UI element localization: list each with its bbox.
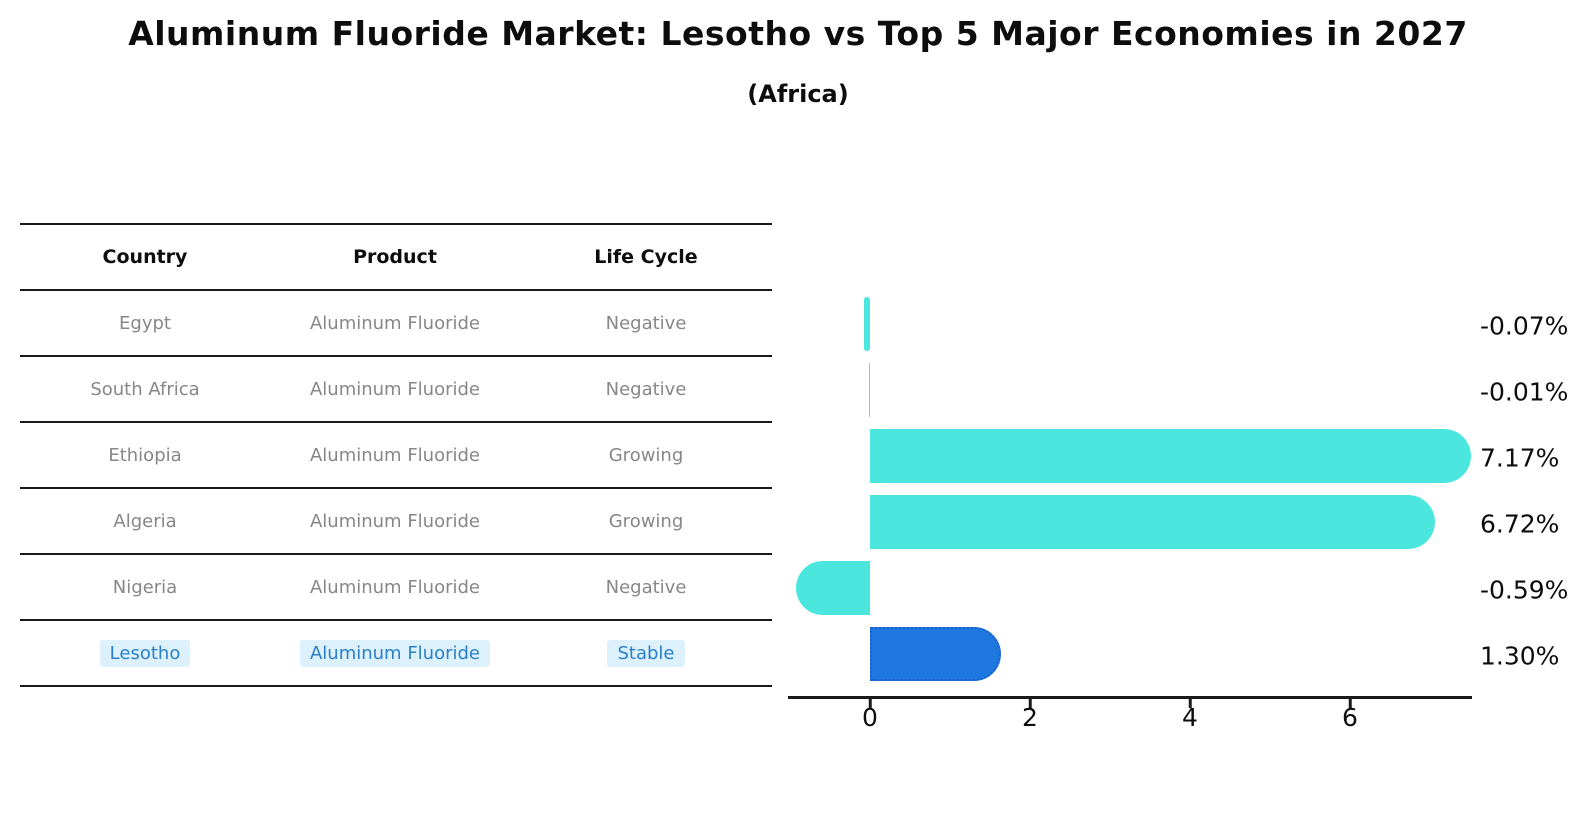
table-row: Lesotho Aluminum Fluoride Stable — [20, 619, 772, 685]
cell-country: South Africa — [90, 378, 200, 400]
table-row: South Africa Aluminum Fluoride Negative — [20, 355, 772, 421]
value-label-south-africa: -0.01% — [1480, 377, 1569, 407]
chart-subtitle: (Africa) — [747, 80, 849, 108]
value-label-ethiopia: 7.17% — [1480, 443, 1560, 473]
value-label-lesotho: 1.30% — [1480, 641, 1560, 671]
column-header-country: Country — [102, 246, 188, 268]
bar-lesotho — [870, 627, 1001, 681]
bar-ethiopia — [870, 429, 1471, 483]
value-label-egypt: -0.07% — [1480, 311, 1569, 341]
cell-product: Aluminum Fluoride — [309, 510, 480, 532]
column-header-life-cycle: Life Cycle — [594, 246, 698, 268]
cell-life-cycle: Growing — [608, 510, 684, 532]
cell-product: Aluminum Fluoride — [309, 378, 480, 400]
table-row: Egypt Aluminum Fluoride Negative — [20, 289, 772, 355]
table-header-row: Country Product Life Cycle — [20, 223, 772, 289]
cell-country: Egypt — [119, 312, 171, 334]
cell-life-cycle: Negative — [605, 576, 687, 598]
cell-country: Lesotho — [20, 639, 270, 667]
cell-life-cycle: Stable — [520, 639, 772, 667]
x-tick-mark — [1028, 699, 1032, 708]
cell-product: Aluminum Fluoride — [309, 576, 480, 598]
cell-country: Nigeria — [112, 576, 178, 598]
cell-life-cycle: Negative — [605, 312, 687, 334]
table-body: Egypt Aluminum Fluoride Negative South A… — [20, 289, 772, 685]
cell-product: Aluminum Fluoride — [270, 639, 520, 667]
table-row: Nigeria Aluminum Fluoride Negative — [20, 553, 772, 619]
bar-algeria — [870, 495, 1435, 549]
country-table: Country Product Life Cycle Egypt Aluminu… — [20, 223, 772, 687]
x-axis-line — [788, 696, 1472, 699]
cell-product: Aluminum Fluoride — [309, 312, 480, 334]
x-tick-mark — [1348, 699, 1352, 708]
x-tick-mark — [1188, 699, 1192, 708]
value-label-algeria: 6.72% — [1480, 509, 1560, 539]
bar-nigeria — [795, 561, 870, 615]
table-row: Algeria Aluminum Fluoride Growing — [20, 487, 772, 553]
chart-title: Aluminum Fluoride Market: Lesotho vs Top… — [128, 14, 1468, 53]
x-tick-label: 2 — [1022, 703, 1038, 732]
cell-country: Ethiopia — [108, 444, 182, 466]
x-tick-label: 4 — [1182, 703, 1198, 732]
cell-country: Algeria — [113, 510, 177, 532]
bar-south-africa — [868, 363, 870, 417]
x-tick-label: 6 — [1342, 703, 1358, 732]
cell-life-cycle: Growing — [608, 444, 684, 466]
x-tick-mark — [868, 699, 872, 708]
bar-egypt — [864, 297, 870, 351]
x-tick-label: 0 — [862, 703, 878, 732]
cell-product: Aluminum Fluoride — [309, 444, 480, 466]
column-header-product: Product — [353, 246, 437, 268]
value-label-nigeria: -0.59% — [1480, 575, 1569, 605]
table-row: Ethiopia Aluminum Fluoride Growing — [20, 421, 772, 487]
cell-life-cycle: Negative — [605, 378, 687, 400]
